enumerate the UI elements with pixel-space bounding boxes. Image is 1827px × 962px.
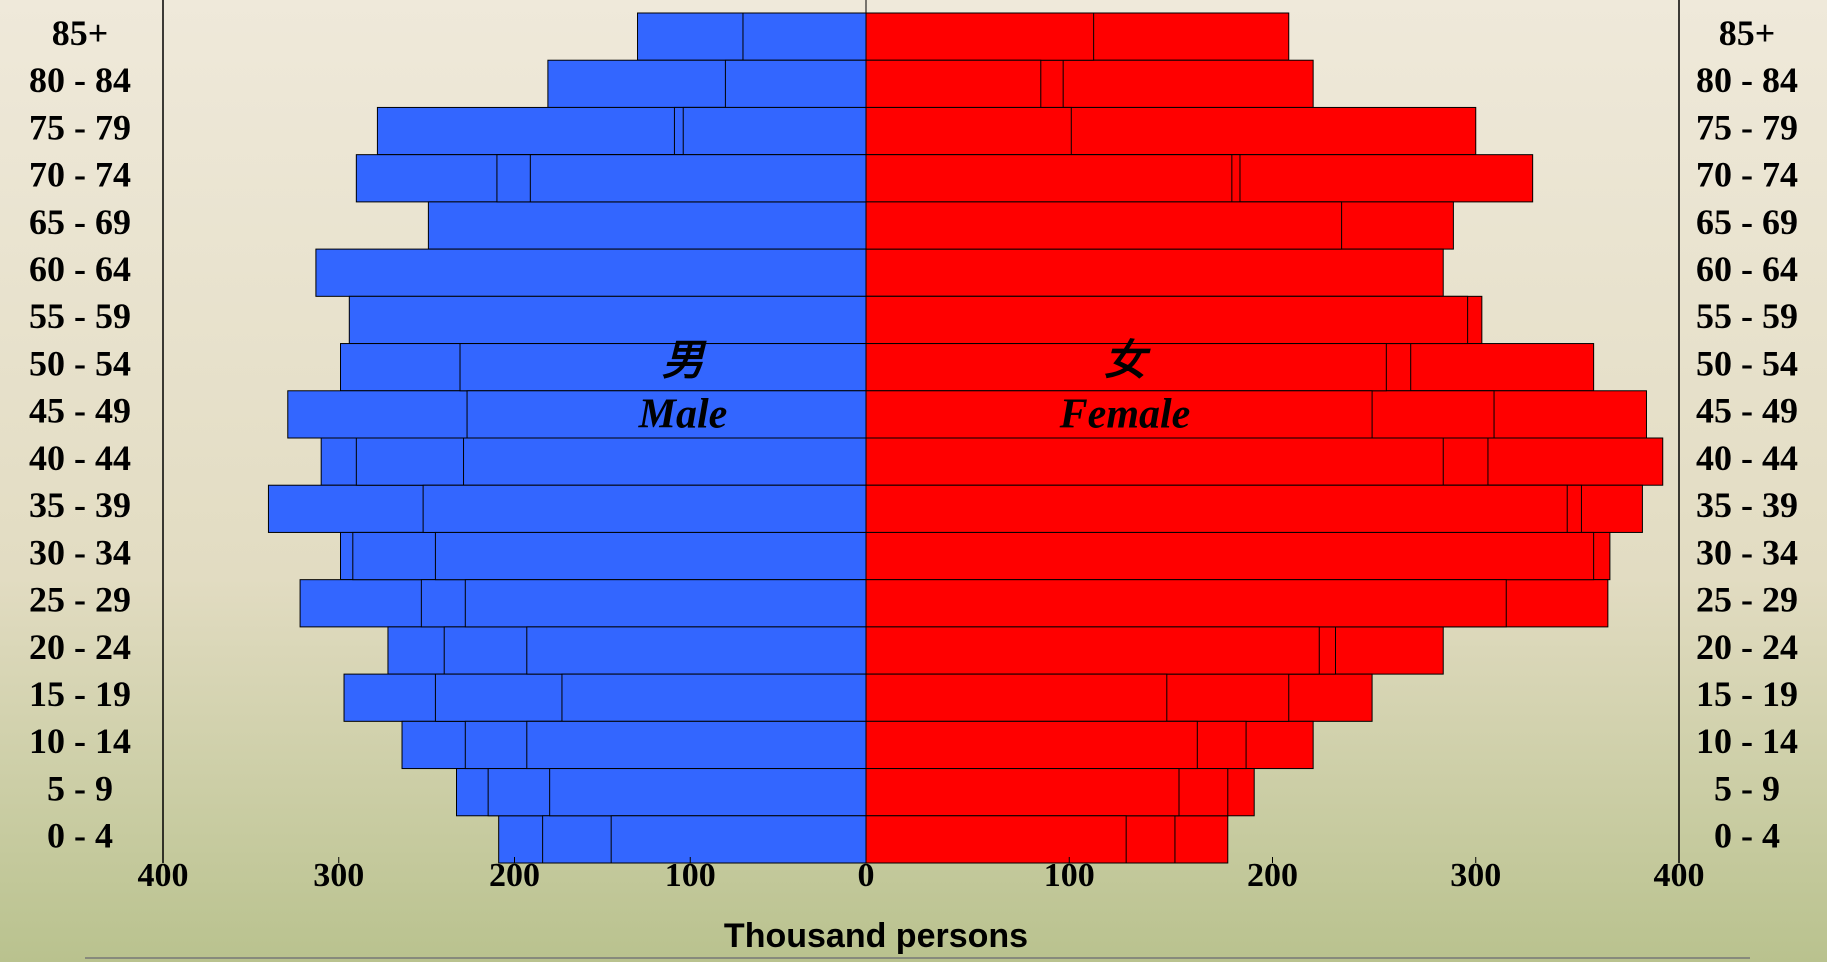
- x-axis-label: Thousand persons: [724, 917, 1028, 955]
- bar: [348, 295, 867, 345]
- y-tick-label: 45 - 49: [29, 391, 131, 431]
- y-tick-label: 50 - 54: [1696, 343, 1798, 383]
- bar: [742, 12, 867, 61]
- y-tick-label: 70 - 74: [29, 155, 131, 195]
- bar: [682, 106, 867, 156]
- annotation: 女: [1104, 338, 1151, 385]
- y-tick-label: 25 - 29: [29, 580, 131, 620]
- bar: [610, 815, 867, 864]
- y-tick-label: 60 - 64: [29, 249, 131, 289]
- bar: [427, 201, 867, 250]
- y-tick-label: 20 - 24: [29, 627, 131, 667]
- bar: [526, 626, 867, 675]
- y-tick-label: 15 - 19: [29, 674, 131, 714]
- y-tick-label: 10 - 14: [29, 721, 131, 761]
- bar: [463, 437, 867, 486]
- y-tick-label: 55 - 59: [1696, 296, 1798, 336]
- y-tick-label: 35 - 39: [29, 485, 131, 525]
- bar: [549, 768, 867, 817]
- y-tick-label: 85+: [52, 13, 109, 53]
- y-tick-label: 45 - 49: [1696, 391, 1798, 431]
- bar: [434, 531, 867, 581]
- y-tick-label: 20 - 24: [1696, 627, 1798, 667]
- bar: [865, 720, 1198, 770]
- bar: [526, 720, 867, 770]
- y-tick-label: 0 - 4: [47, 816, 113, 856]
- y-tick-label: 65 - 69: [29, 202, 131, 242]
- bar: [865, 626, 1320, 675]
- bar: [865, 768, 1180, 817]
- y-tick-label: 55 - 59: [29, 296, 131, 336]
- y-tick-label: 80 - 84: [29, 60, 131, 100]
- y-tick-label: 35 - 39: [1696, 485, 1798, 525]
- y-tick-label: 80 - 84: [1696, 60, 1798, 100]
- bar: [865, 579, 1507, 628]
- bar: [865, 201, 1343, 250]
- annotation: Male: [638, 392, 728, 438]
- bar: [315, 248, 867, 297]
- y-tick-label: 70 - 74: [1696, 155, 1798, 195]
- bar: [865, 248, 1444, 297]
- bar: [464, 579, 867, 628]
- y-tick-label: 15 - 19: [1696, 674, 1798, 714]
- bar: [865, 12, 1095, 61]
- y-tick-label: 30 - 34: [1696, 532, 1798, 572]
- annotation: Female: [1059, 392, 1191, 438]
- y-tick-label: 65 - 69: [1696, 202, 1798, 242]
- y-tick-label: 40 - 44: [29, 438, 131, 478]
- bar: [865, 59, 1042, 108]
- bar: [865, 106, 1072, 156]
- y-tick-label: 75 - 79: [29, 107, 131, 147]
- bar: [459, 343, 867, 392]
- bar: [865, 295, 1469, 345]
- bar: [865, 154, 1233, 203]
- y-tick-label: 60 - 64: [1696, 249, 1798, 289]
- y-tick-label: 5 - 9: [1714, 768, 1780, 808]
- bar: [422, 484, 867, 533]
- y-tick-label: 5 - 9: [47, 768, 113, 808]
- bar: [529, 154, 867, 203]
- y-tick-label: 25 - 29: [1696, 580, 1798, 620]
- annotation: 男: [662, 339, 707, 385]
- y-tick-label: 0 - 4: [1714, 816, 1780, 856]
- y-tick-label: 50 - 54: [29, 343, 131, 383]
- y-tick-label: 85+: [1719, 13, 1776, 53]
- y-tick-label: 30 - 34: [29, 532, 131, 572]
- x-tick-label: 0: [858, 857, 875, 894]
- bar: [865, 531, 1595, 581]
- y-tick-label: 40 - 44: [1696, 438, 1798, 478]
- bar: [865, 343, 1387, 392]
- y-tick-label: 75 - 79: [1696, 107, 1798, 147]
- bar: [865, 673, 1168, 722]
- bar: [724, 59, 867, 108]
- y-tick-label: 10 - 14: [1696, 721, 1798, 761]
- bar: [865, 484, 1568, 533]
- bar: [865, 437, 1444, 486]
- bar: [561, 673, 867, 722]
